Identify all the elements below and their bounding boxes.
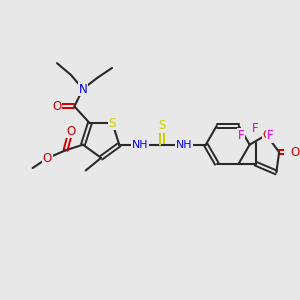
Text: NH: NH bbox=[132, 140, 148, 150]
Text: F: F bbox=[252, 122, 259, 135]
Text: NH: NH bbox=[176, 140, 192, 150]
Text: F: F bbox=[267, 129, 274, 142]
Text: S: S bbox=[109, 117, 116, 130]
Text: F: F bbox=[238, 129, 244, 142]
Text: N: N bbox=[78, 82, 87, 95]
Text: O: O bbox=[52, 100, 62, 113]
Text: S: S bbox=[159, 119, 166, 132]
Text: O: O bbox=[291, 146, 300, 159]
Text: O: O bbox=[66, 125, 75, 138]
Text: O: O bbox=[43, 152, 52, 165]
Text: O: O bbox=[262, 130, 271, 140]
